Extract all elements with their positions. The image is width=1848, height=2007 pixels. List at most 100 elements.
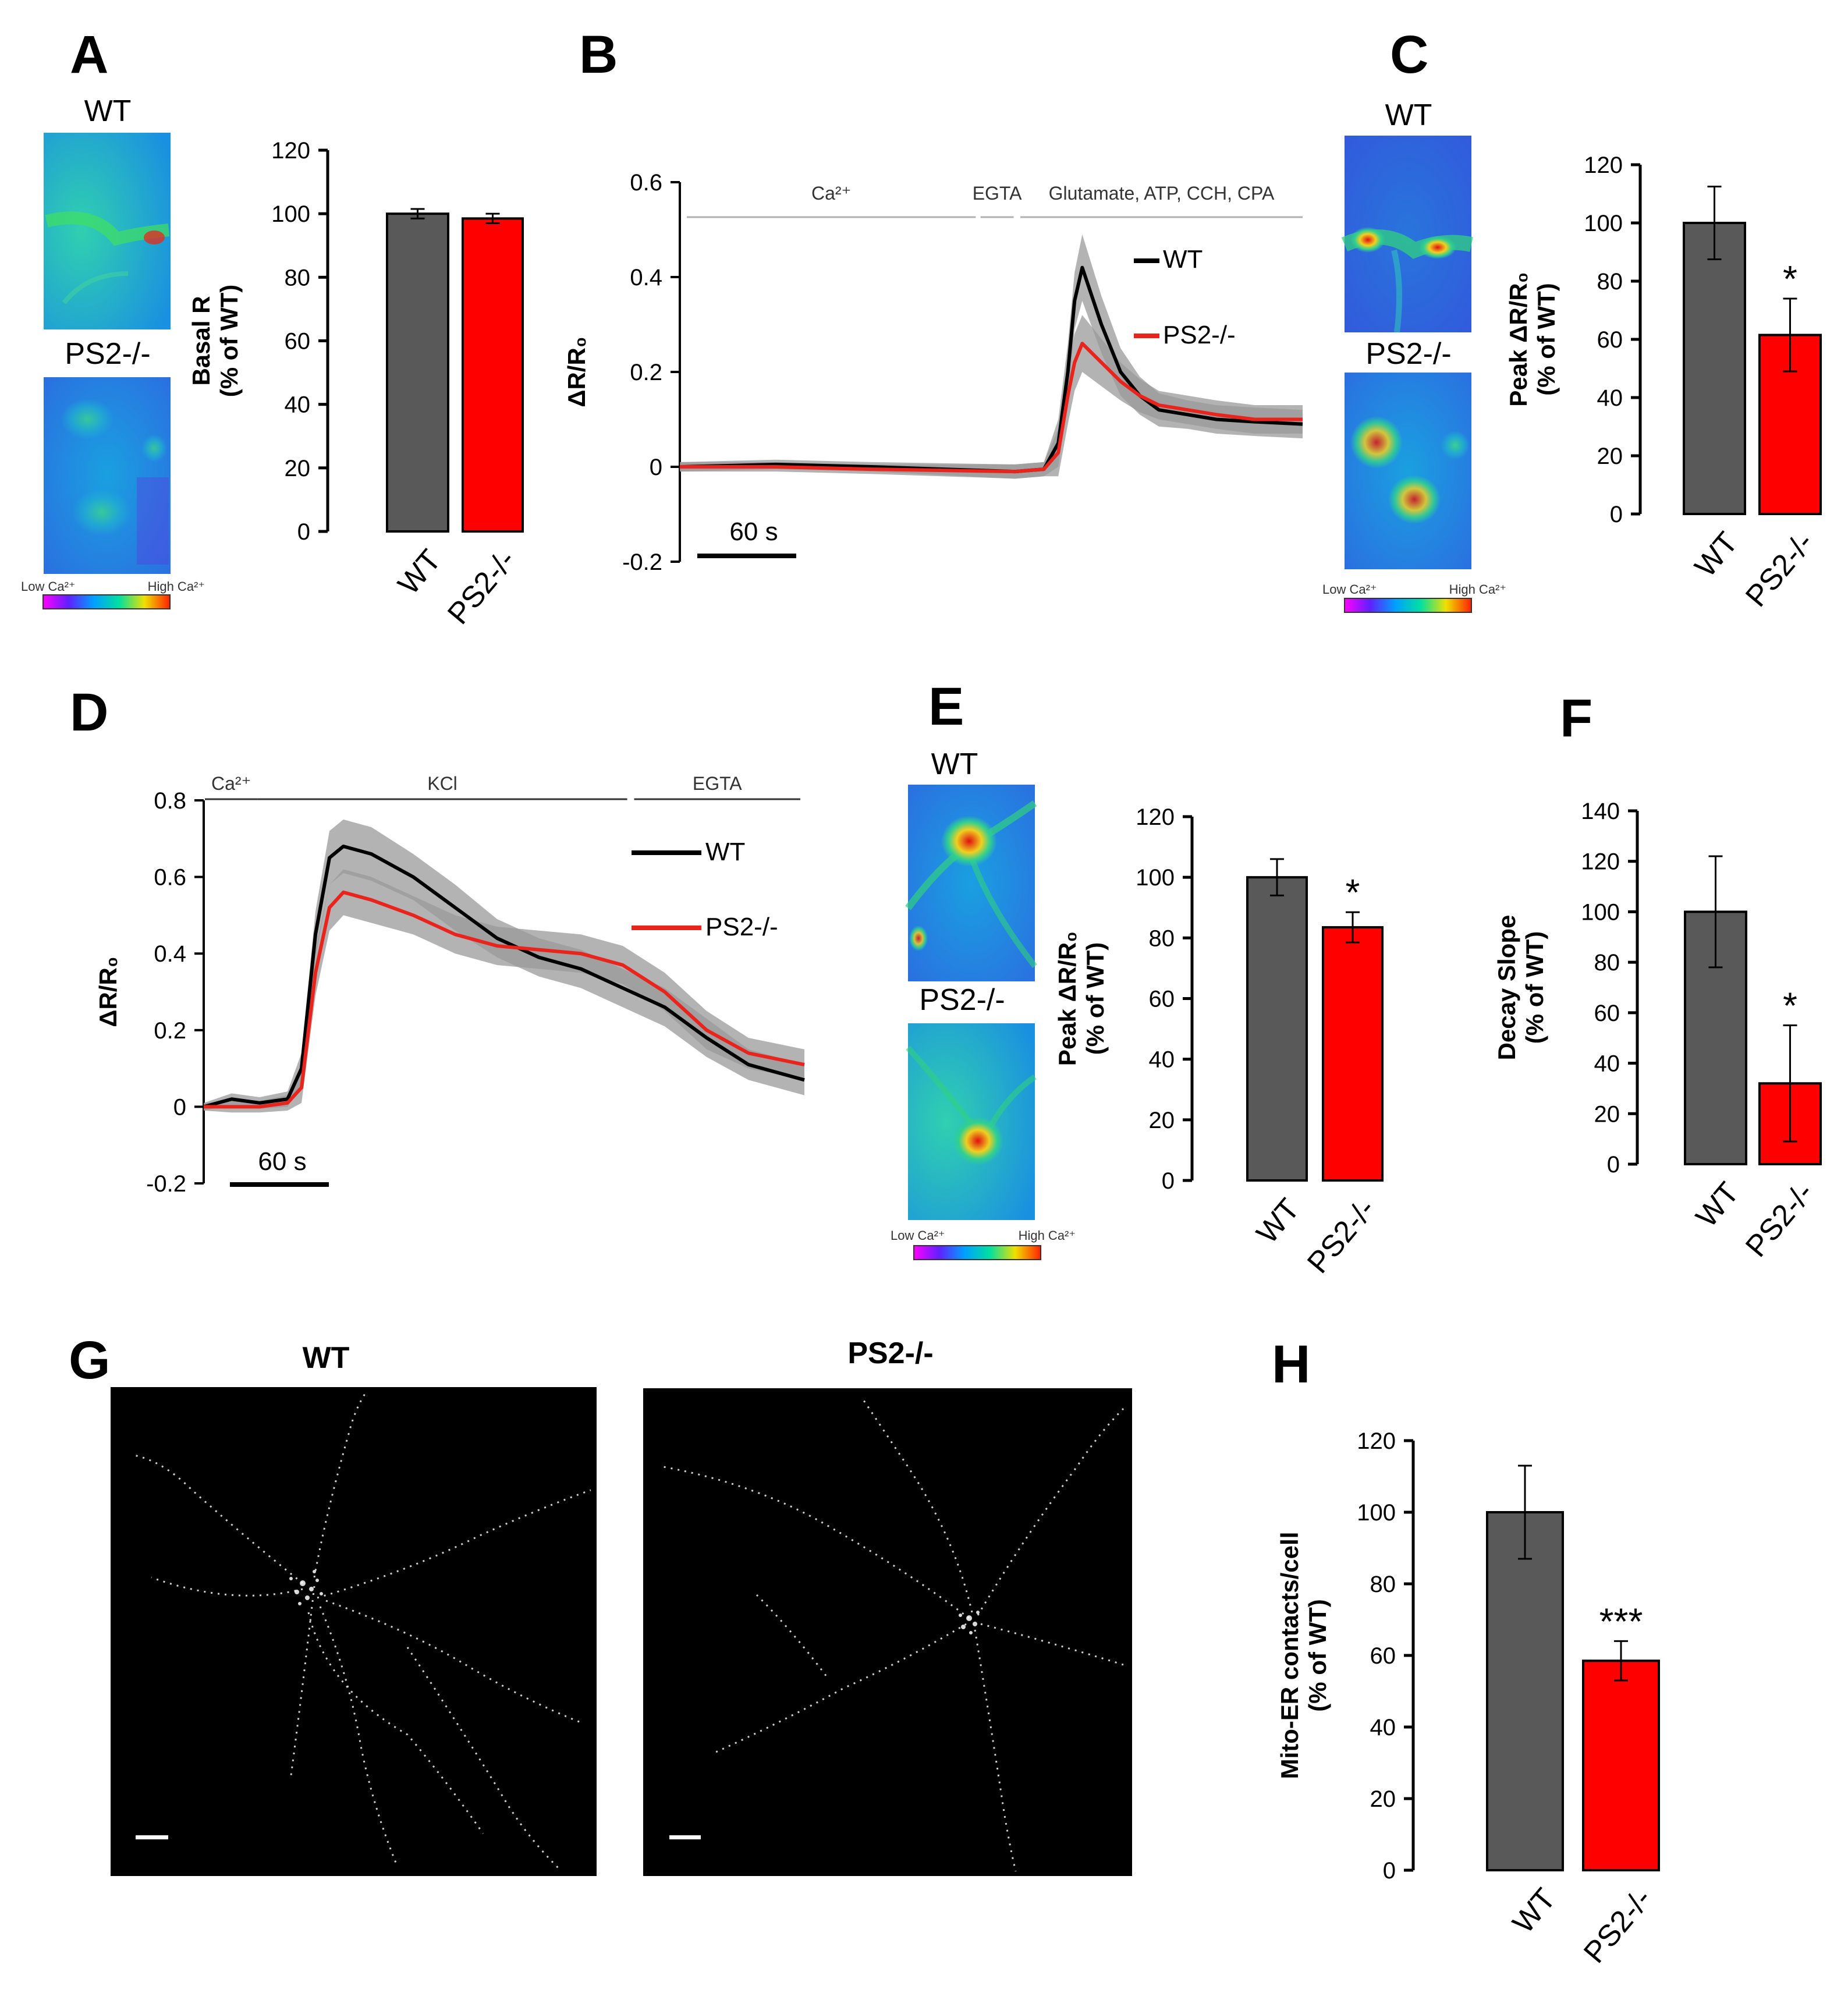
y-axis-subtitle: (% of WT) — [1304, 1599, 1331, 1712]
y-tick-label: 40 — [1594, 1051, 1620, 1077]
category-label-ps2: PS2-/- — [1739, 1176, 1820, 1263]
panel-e-wt-label: WT — [931, 747, 978, 781]
panel-a-colorbar: Low Ca²⁺ High Ca²⁺ — [21, 579, 205, 609]
panel-a: A WT PS2-/- Low Ca²⁺ High Ca²⁺ 0 20 40 60 80… — [21, 25, 524, 631]
trace-wt — [203, 844, 805, 1109]
panel-d-scalebar-label: 60 s — [258, 1147, 306, 1176]
bar-ps2 — [1582, 1660, 1660, 1872]
y-tick-label: 40 — [1370, 1715, 1396, 1740]
y-tick-label: 0.4 — [630, 265, 662, 290]
y-tick-label: 80 — [285, 265, 311, 290]
panel-a-wt-label: WT — [84, 94, 132, 128]
condition-label: Ca²⁺ — [811, 183, 851, 204]
sem-band-ps2 — [680, 315, 1303, 479]
y-tick-label: 120 — [1584, 153, 1623, 178]
panel-e-colorbar-high: High Ca²⁺ — [1019, 1228, 1076, 1243]
y-tick-label: 0 — [1610, 502, 1623, 527]
y-axis-title: ΔR/R₀ — [94, 956, 122, 1027]
y-tick-label: -0.2 — [146, 1171, 186, 1197]
panel-h-bar-chart: 0 20 40 60 80 100 120 Mito-ER contacts/cell (% o… — [1276, 1428, 1660, 1970]
panel-e-bar-chart: 0 20 40 60 80 100 120 Peak ΔR/R₀ (% of WT) WT * PS2… — [1054, 804, 1384, 1280]
y-tick-label: 140 — [1581, 799, 1620, 824]
y-tick-label: 0.8 — [154, 788, 186, 814]
panel-c-ps2-label: PS2-/- — [1365, 337, 1451, 371]
panel-d-trace-chart: -0.2 0 0.2 0.4 0.6 0.8 ΔR/R₀ Ca²⁺ KCl EGTA — [94, 773, 805, 1197]
y-tick-label: 20 — [1597, 444, 1623, 469]
y-axis-title: Mito-ER contacts/cell — [1276, 1532, 1303, 1779]
y-tick-label: 0 — [650, 455, 662, 480]
panel-d-letter: D — [70, 683, 108, 742]
category-label-ps2: PS2-/- — [441, 543, 522, 630]
sem-band-ps2 — [204, 869, 804, 1113]
y-tick-label: 120 — [1357, 1428, 1396, 1454]
y-tick-label: 60 — [1149, 987, 1175, 1012]
bar-wt — [1683, 222, 1746, 515]
y-tick-label: 80 — [1597, 269, 1623, 295]
panel-a-colorbar-high: High Ca²⁺ — [148, 579, 205, 594]
panel-c-colorbar-high: High Ca²⁺ — [1449, 582, 1506, 597]
panel-a-ps2-image — [44, 377, 171, 574]
panel-g-letter: G — [69, 1331, 111, 1390]
y-tick-label: 0 — [173, 1094, 186, 1120]
bar-wt — [386, 212, 449, 533]
y-tick-label: 40 — [1597, 385, 1623, 411]
y-tick-label: 20 — [285, 456, 311, 481]
y-tick-label: 80 — [1149, 926, 1175, 951]
bar-ps2 — [462, 217, 524, 533]
y-tick-label: 60 — [1597, 327, 1623, 353]
panel-f-letter: F — [1560, 689, 1592, 748]
y-tick-label: 100 — [1581, 899, 1620, 925]
y-tick-label: -0.2 — [622, 549, 662, 575]
y-axis-subtitle: (% of WT) — [1521, 931, 1548, 1044]
y-tick-label: 0 — [297, 519, 310, 545]
panel-c: C WT PS2-/- Low Ca²⁺ High Ca²⁺ 0 20 40 60 80… — [1322, 25, 1822, 614]
y-axis-title: Decay Slope — [1493, 915, 1520, 1061]
panel-g-ps2-scalebar — [669, 1835, 701, 1839]
panel-b-legend-wt: WT — [1163, 245, 1203, 274]
panel-g-wt-scalebar — [136, 1835, 168, 1839]
y-tick-label: 40 — [1149, 1047, 1175, 1073]
panel-f: F 0 20 40 60 80 100 120 140 Decay Slope (% of WT)… — [1493, 689, 1822, 1264]
panel-e-wt-image — [905, 785, 1037, 981]
bar-wt — [1486, 1511, 1564, 1871]
trace-wt — [679, 265, 1303, 474]
y-tick-label: 20 — [1149, 1108, 1175, 1133]
panel-b-trace-chart: -0.2 0 0.2 0.4 0.6 ΔR/R₀ Ca²⁺ EGTA Glutamate, AT… — [563, 170, 1303, 575]
condition-label: Ca²⁺ — [211, 773, 251, 794]
panel-g-ps2-title: PS2-/- — [847, 1336, 933, 1370]
y-tick-label: 0 — [1162, 1168, 1175, 1194]
panel-c-wt-image — [1341, 136, 1473, 333]
panel-b-scalebar-label: 60 s — [729, 517, 778, 546]
y-axis-subtitle: (% of WT) — [1081, 942, 1109, 1055]
panel-a-letter: A — [70, 25, 108, 84]
y-tick-label: 100 — [271, 201, 310, 227]
trace-ps2 — [680, 342, 1303, 474]
y-tick-label: 120 — [1581, 849, 1620, 875]
y-tick-label: 0.4 — [154, 941, 186, 967]
condition-label: EGTA — [973, 183, 1022, 204]
panel-g: G WT PS2-/- — [69, 1331, 1132, 1876]
category-label-ps2: PS2-/- — [1301, 1192, 1382, 1279]
significance-marker: * — [1346, 871, 1360, 913]
condition-label: KCl — [427, 773, 457, 794]
y-tick-label: 100 — [1136, 865, 1175, 891]
panel-b-legend-ps2: PS2-/- — [1163, 321, 1236, 349]
panel-b-letter: B — [579, 25, 618, 84]
panel-e-ps2-image — [906, 1023, 1037, 1220]
y-tick-label: 80 — [1370, 1572, 1396, 1597]
panel-d-legend-ps2: PS2-/- — [705, 913, 778, 941]
significance-marker: * — [1783, 258, 1797, 300]
category-label-wt: WT — [1250, 1192, 1306, 1250]
y-tick-label: 60 — [285, 329, 311, 354]
y-tick-label: 120 — [271, 138, 310, 164]
panel-c-bar-chart: 0 20 40 60 80 100 120 Peak ΔR/R₀ (% of WT) WT * PS2… — [1505, 153, 1822, 614]
panel-c-ps2-image — [1345, 373, 1471, 569]
category-label-wt: WT — [1690, 1176, 1746, 1233]
y-tick-label: 0.2 — [154, 1018, 186, 1044]
panel-g-wt-micrograph — [111, 1387, 597, 1876]
panel-d: D -0.2 0 0.2 0.4 0.6 0.8 ΔR/R₀ Ca²⁺ KCl EGTA WT P… — [70, 683, 805, 1197]
panel-b: B -0.2 0 0.2 0.4 0.6 ΔR/R₀ Ca²⁺ EGTA Glutamate, … — [563, 25, 1303, 575]
bar-ps2 — [1322, 926, 1384, 1182]
panel-e-colorbar: Low Ca²⁺ High Ca²⁺ — [891, 1228, 1076, 1260]
panel-c-colorbar: Low Ca²⁺ High Ca²⁺ — [1322, 582, 1506, 613]
